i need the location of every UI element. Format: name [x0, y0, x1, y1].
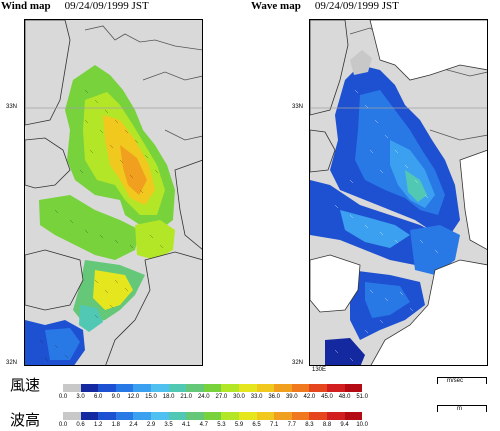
wind-swatch [63, 384, 81, 392]
wave-unit-bracket [437, 405, 487, 412]
wind-tick-label: 0.0 [58, 394, 68, 400]
wind-tick-label: 21.0 [180, 394, 193, 400]
wind-swatch [256, 384, 275, 392]
wind-swatch [344, 384, 363, 392]
wave-lon-bottom: 130E [312, 367, 327, 373]
wave-color-bar [63, 412, 363, 420]
wind-lat-top: 33N [6, 104, 18, 110]
wind-tick-label: 3.0 [76, 394, 85, 400]
wave-tick-label: 10.0 [356, 422, 369, 428]
wave-tick-label: 6.5 [252, 422, 261, 428]
wind-tick-label: 39.0 [285, 394, 298, 400]
wind-tick-label: 18.0 [162, 394, 175, 400]
wind-tick-label: 48.0 [338, 394, 351, 400]
wind-map[interactable] [24, 19, 203, 366]
wave-swatch [309, 412, 327, 420]
wave-tick-label: 0.0 [58, 422, 68, 428]
wave-swatch [326, 412, 345, 420]
wind-tick-label: 12.0 [127, 394, 140, 400]
wave-lat-bottom: 32N [292, 360, 304, 366]
wind-swatch [291, 384, 310, 392]
wave-tick-label: 5.9 [234, 422, 244, 428]
wave-tick-label: 5.3 [217, 422, 226, 428]
wave-map-title: Wave map 09/24/09/1999 JST [251, 0, 399, 12]
wave-swatch [238, 412, 257, 420]
wave-swatch [98, 412, 116, 420]
wind-map-datetime: 09/24/09/1999 JST [64, 0, 149, 12]
wind-swatch [168, 384, 187, 392]
wave-scale-label: 波高 [10, 411, 41, 429]
wave-swatch [63, 412, 81, 420]
wave-tick-label: 2.9 [146, 422, 156, 428]
wind-swatch [115, 384, 134, 392]
wind-swatch [274, 384, 292, 392]
wave-map[interactable] [309, 19, 488, 366]
wind-swatch [98, 384, 116, 392]
wind-swatch [326, 384, 345, 392]
wind-swatch [203, 384, 222, 392]
wind-tick-label: 27.0 [215, 394, 228, 400]
wind-tick-label: 36.0 [268, 394, 281, 400]
wave-swatch [291, 412, 310, 420]
wind-lat-bottom: 32N [6, 360, 18, 366]
wind-map-graphic [25, 20, 202, 365]
wave-tick-label: 7.1 [270, 422, 279, 428]
wave-tick-label: 2.4 [129, 422, 138, 428]
wind-tick-label: 9.0 [111, 394, 120, 400]
wave-map-graphic [310, 20, 487, 365]
wave-lat-top: 33N [292, 104, 304, 110]
wave-swatch [115, 412, 134, 420]
wind-swatch [133, 384, 151, 392]
wave-map-heading: Wave map [251, 0, 301, 12]
wave-tick-label: 3.5 [164, 422, 173, 428]
wind-tick-label: 33.0 [250, 394, 263, 400]
wave-tick-label: 8.3 [305, 422, 314, 428]
wave-tick-label: 0.6 [76, 422, 85, 428]
wave-swatch [274, 412, 292, 420]
wave-unit: m [457, 406, 462, 412]
wind-tick-label: 51.0 [356, 394, 369, 400]
wind-scale-label: 風速 [10, 376, 41, 394]
wave-map-datetime: 09/24/09/1999 JST [314, 0, 399, 12]
wave-tick-label: 4.1 [182, 422, 191, 428]
wave-swatch [133, 412, 151, 420]
wind-unit-bracket [437, 377, 487, 384]
wave-swatch [186, 412, 204, 420]
wind-tick-label: 6.0 [94, 394, 103, 400]
wind-tick-label: 15.0 [145, 394, 157, 400]
wave-swatch [168, 412, 187, 420]
wind-swatch [150, 384, 169, 392]
wave-swatch [344, 412, 363, 420]
wind-color-bar [63, 384, 363, 392]
wind-tick-label: 42.0 [303, 394, 316, 400]
wave-tick-label: 1.2 [94, 422, 103, 428]
wave-swatch [203, 412, 222, 420]
wind-unit: m/sec [447, 378, 464, 384]
wind-map-heading: Wind map [1, 0, 51, 12]
wave-swatch [221, 412, 239, 420]
wind-swatch [238, 384, 257, 392]
wind-tick-label: 24.0 [197, 394, 210, 400]
wind-swatch [186, 384, 204, 392]
wave-tick-label: 4.7 [199, 422, 208, 428]
wind-swatch [80, 384, 99, 392]
wave-tick-label: 9.4 [340, 422, 349, 428]
wave-tick-label: 1.8 [111, 422, 120, 428]
wave-tick-label: 8.8 [322, 422, 332, 428]
wind-tick-label: 30.0 [233, 394, 245, 400]
wind-tick-label: 45.0 [321, 394, 333, 400]
wind-swatch [309, 384, 327, 392]
wave-tick-label: 7.7 [287, 422, 296, 428]
wave-swatch [256, 412, 275, 420]
wind-map-title: Wind map 09/24/09/1999 JST [1, 0, 149, 12]
wind-swatch [221, 384, 239, 392]
wave-swatch [150, 412, 169, 420]
wave-swatch [80, 412, 99, 420]
